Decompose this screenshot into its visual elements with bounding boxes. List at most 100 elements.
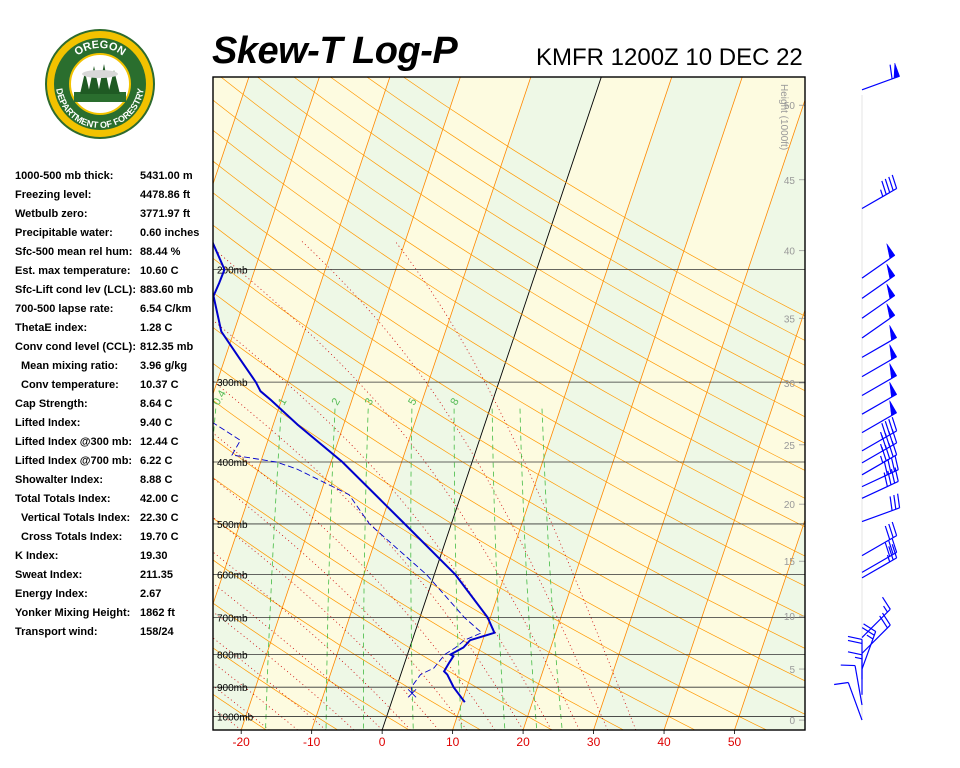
temperature-tick-label: 20 bbox=[516, 735, 530, 749]
wind-barb bbox=[861, 283, 896, 319]
barb-flag bbox=[888, 546, 894, 561]
index-row: Sfc-Lift cond lev (LCL): 883.60 mb bbox=[15, 282, 210, 301]
height-tick-label: 20 bbox=[784, 500, 796, 511]
temperature-band bbox=[382, 77, 672, 730]
index-label: Showalter Index: bbox=[15, 474, 104, 486]
index-label: Conv cond level (CCL): bbox=[15, 341, 137, 353]
isobars: 200mb 300mb 400mb 500mb 600mb 700mb 800mb 900mb… bbox=[213, 265, 805, 723]
temperature-tick-label: 50 bbox=[728, 735, 742, 749]
isotherm bbox=[213, 77, 320, 396]
index-label: Freezing level: bbox=[15, 189, 92, 201]
barb-half-flag bbox=[883, 605, 888, 613]
isotherm bbox=[663, 308, 805, 730]
temperature-band bbox=[0, 77, 108, 730]
temperature-band bbox=[0, 77, 37, 730]
barb-flag bbox=[847, 651, 863, 656]
temperature-tick-label: 30 bbox=[587, 735, 601, 749]
temperature-band bbox=[213, 77, 461, 730]
barb-half-flag bbox=[866, 634, 874, 640]
pressure-label: 900mb bbox=[217, 683, 248, 694]
index-value: 6.22 C bbox=[140, 455, 173, 467]
barb-pennant bbox=[886, 263, 896, 280]
isotherms bbox=[0, 77, 805, 730]
temperature-band bbox=[523, 77, 805, 730]
barb-staff bbox=[861, 393, 897, 415]
barb-flag bbox=[884, 444, 891, 459]
temperature-tick-label: -10 bbox=[303, 735, 321, 749]
height-tick-label: 50 bbox=[784, 101, 796, 112]
index-value: 0.60 inches bbox=[140, 227, 200, 239]
barb-flag bbox=[888, 523, 894, 538]
wind-barb bbox=[861, 243, 896, 279]
index-row: Lifted Index: 9.40 C bbox=[15, 415, 210, 434]
index-row: Energy Index: 2.67 bbox=[15, 586, 210, 605]
index-value: 19.30 bbox=[140, 550, 168, 562]
wind-barb bbox=[861, 596, 891, 638]
dry-adiabat bbox=[213, 517, 553, 730]
barb-staff bbox=[861, 254, 896, 279]
wind-barb bbox=[834, 681, 863, 721]
index-value: 812.35 mb bbox=[140, 341, 194, 353]
mixing-ratio-line bbox=[265, 408, 282, 730]
moist-adiabats bbox=[213, 239, 637, 730]
index-label: Transport wind: bbox=[15, 626, 98, 638]
barb-flag bbox=[888, 442, 894, 457]
index-label: Cap Strength: bbox=[15, 398, 88, 410]
dry-adiabat bbox=[213, 99, 805, 471]
index-row: Total Totals Index: 42.00 C bbox=[15, 491, 210, 510]
wind-barb bbox=[861, 538, 898, 573]
index-label: Total Totals Index: bbox=[15, 493, 111, 505]
barb-staff bbox=[847, 682, 863, 721]
wind-barb bbox=[861, 174, 898, 210]
barb-half-flag bbox=[880, 189, 884, 197]
index-value: 4478.86 ft bbox=[140, 189, 191, 201]
barb-flag bbox=[834, 681, 849, 686]
index-value: 19.70 C bbox=[140, 531, 179, 543]
pressure-label: 800mb bbox=[217, 650, 248, 661]
barb-flag bbox=[887, 470, 892, 485]
index-label: Cross Totals Index: bbox=[21, 531, 123, 543]
barb-staff bbox=[861, 356, 897, 378]
index-value: 6.54 C/km bbox=[140, 303, 192, 315]
index-value: 42.00 C bbox=[140, 493, 179, 505]
barb-half-flag bbox=[886, 554, 891, 563]
wind-barb bbox=[847, 651, 863, 695]
barb-flag bbox=[893, 494, 897, 510]
dry-adiabat bbox=[213, 477, 624, 730]
chart-title: Skew-T Log-P bbox=[212, 30, 458, 72]
index-value: 8.64 C bbox=[140, 398, 173, 410]
index-value: 883.60 mb bbox=[140, 284, 194, 296]
dry-adiabat bbox=[213, 362, 805, 715]
barb-flag bbox=[891, 417, 898, 432]
index-value: 158/24 bbox=[140, 626, 174, 638]
index-value: 1862 ft bbox=[140, 607, 175, 619]
barb-staff bbox=[861, 551, 897, 573]
plot-frame bbox=[212, 76, 806, 731]
dry-adiabat bbox=[213, 160, 805, 528]
barb-flag bbox=[884, 525, 891, 540]
barb-staff bbox=[861, 535, 897, 557]
barb-flag bbox=[884, 542, 891, 557]
index-value: 8.88 C bbox=[140, 474, 173, 486]
temperature-band bbox=[0, 77, 178, 730]
pressure-label: 1000mb bbox=[217, 712, 254, 723]
isotherm bbox=[0, 77, 108, 730]
surface-dewpoint-marker bbox=[407, 689, 417, 698]
index-value: 211.35 bbox=[140, 569, 174, 581]
index-label: Sfc-500 mean rel hum: bbox=[15, 246, 133, 258]
pressure-label: 200mb bbox=[217, 265, 248, 276]
wind-barb bbox=[861, 493, 901, 523]
index-value: 12.44 C bbox=[140, 436, 179, 448]
dry-adiabat bbox=[0, 77, 195, 730]
index-label: Lifted Index: bbox=[15, 417, 81, 429]
dry-adiabat bbox=[213, 647, 338, 730]
index-row: Sfc-500 mean rel hum: 88.44 % bbox=[15, 244, 210, 263]
index-row: Sweat Index: 211.35 bbox=[15, 567, 210, 586]
barb-flag bbox=[889, 64, 893, 79]
barb-staff bbox=[854, 665, 863, 706]
isotherm bbox=[593, 98, 805, 730]
temperature-tick-label: 40 bbox=[657, 735, 671, 749]
barb-staff bbox=[861, 608, 891, 638]
barb-flag bbox=[883, 472, 888, 487]
